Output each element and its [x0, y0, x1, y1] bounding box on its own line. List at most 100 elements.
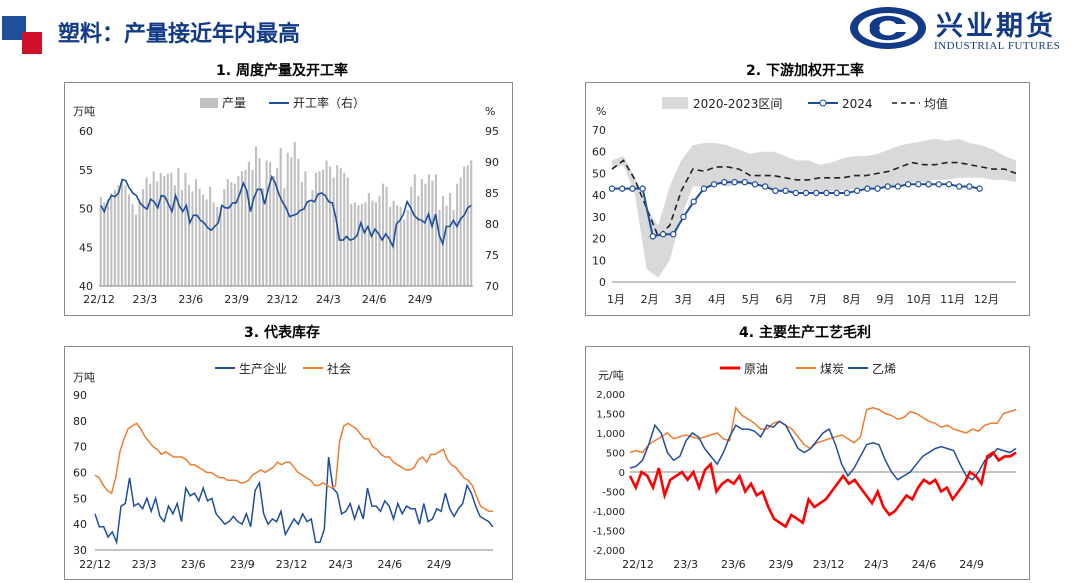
chart4-xtick-5: 24/3 — [864, 558, 889, 571]
chart1-bar — [332, 177, 335, 286]
chart2-point-2024 — [741, 178, 748, 186]
chart1-bar — [371, 200, 374, 286]
chart1-bar — [191, 191, 194, 286]
chart4-ytick-7: 1,500 — [596, 410, 625, 421]
chart1-bar — [321, 169, 325, 286]
chart1-svg: 万吨 % 40 45 50 55 60 70 75 80 85 90 95 22/12 23/3 23/6 23… — [73, 95, 499, 306]
chart1-legend-swatch-bar — [200, 98, 218, 108]
chart1-bar — [233, 183, 236, 286]
chart1-bar — [290, 157, 293, 286]
chart2-xtick-5: 6月 — [775, 293, 793, 306]
chart1-ytick-right-5: 95 — [485, 125, 499, 138]
chart2-point-2024 — [700, 185, 708, 192]
chart2-point-2024 — [853, 187, 861, 195]
chart4-ylabel: 元/吨 — [598, 369, 624, 382]
chart2-xtick-9: 10月 — [907, 293, 932, 306]
chart1-xtick-6: 24/6 — [362, 293, 387, 306]
chart2-point-2024 — [690, 198, 697, 205]
company-logo: 兴业期货 INDUSTRIAL FUTURES — [848, 4, 1080, 54]
chart2-point-2024 — [966, 183, 973, 190]
chart1-bar — [177, 168, 180, 286]
chart1-bar — [180, 189, 183, 286]
chart1-ytick-0: 40 — [79, 280, 93, 293]
chart2-point-2024 — [608, 185, 616, 192]
chart4-ytick-1: -1,500 — [593, 527, 625, 538]
chart2-xtick-8: 9月 — [876, 293, 894, 306]
chart2-xtick-11: 12月 — [974, 293, 999, 306]
chart1-bar — [219, 206, 222, 286]
chart2-point-2024 — [680, 213, 687, 221]
chart3-title: 3. 代表库存 — [244, 325, 320, 341]
chart1-bar — [297, 158, 300, 286]
chart2-point-2024 — [670, 231, 677, 238]
chart2-point-2024 — [874, 185, 881, 192]
logo-emblem-icon — [850, 7, 926, 49]
chart2-ytick-5: 50 — [592, 167, 606, 180]
logo-en: INDUSTRIAL FUTURES — [934, 40, 1061, 52]
chart1-bar — [413, 174, 416, 286]
chart1-xtick-5: 24/3 — [316, 293, 341, 306]
chart2-svg: % 0 10 20 30 40 50 60 70 1月 2月 3月 4月 5月 6月 7月 8月 9月 10月 11月… — [592, 96, 1017, 306]
chart2-ytick-2: 20 — [592, 233, 606, 246]
chart2-point-2024 — [721, 178, 728, 186]
chart4-title: 4. 主要生产工艺毛利 — [739, 325, 871, 341]
chart4-ytick-5: 500 — [606, 449, 625, 460]
chart1-bar — [142, 189, 145, 286]
chart1-bar — [452, 210, 455, 286]
chart1-bar — [304, 171, 307, 286]
chart1-bar — [187, 185, 191, 286]
chart2-point-2024 — [915, 181, 922, 188]
chart4-xtick-4: 23/12 — [813, 558, 845, 571]
chart1-bar — [272, 175, 275, 286]
chart1-bar — [230, 182, 233, 286]
chart2-point-2024 — [833, 189, 840, 197]
chart2-xtick-2: 3月 — [674, 293, 692, 306]
chart1-bar — [276, 168, 279, 286]
chart1-bar — [420, 179, 423, 286]
chart3-xtick-3: 23/9 — [230, 558, 255, 571]
chart2-ytick-6: 60 — [592, 146, 606, 159]
chart1-bar — [466, 165, 469, 286]
chart1-bar — [346, 177, 349, 286]
chart1-bar — [156, 181, 159, 286]
chart1-bar — [325, 160, 328, 286]
chart1-ylabel-right: % — [485, 105, 495, 118]
chart1-bar — [163, 175, 166, 286]
chart2-xtick-10: 11月 — [940, 293, 965, 306]
chart1-bar — [106, 199, 109, 286]
chart3-series-0 — [94, 456, 494, 546]
chart2-point-2024 — [935, 181, 942, 188]
chart3-ytick-1: 40 — [73, 518, 87, 531]
chart1-bar — [124, 185, 127, 286]
chart2-xtick-0: 1月 — [607, 293, 625, 306]
logo-cn: 兴业期货 — [936, 11, 1056, 42]
chart2-point-2024 — [782, 187, 789, 195]
chart3-svg: 万吨 30 40 50 60 70 80 90 22/12 23/3 23/6 23/9 23/12 24… — [73, 361, 494, 571]
chart1-ytick-right-0: 70 — [485, 280, 499, 293]
chart2-title: 2. 下游加权开工率 — [746, 63, 864, 79]
chart2-point-2024 — [843, 189, 851, 197]
chart1-title: 1. 周度产量及开工率 — [216, 63, 348, 79]
chart1-bar — [417, 196, 420, 286]
chart1-bar — [145, 177, 148, 286]
chart1-bar — [159, 172, 162, 286]
chart2-xtick-6: 7月 — [809, 293, 827, 306]
chart1-bar — [184, 172, 187, 286]
chart4-ytick-4: 0 — [619, 468, 625, 479]
chart3-ylabel: 万吨 — [73, 371, 95, 384]
chart1-bar — [463, 166, 466, 286]
chart1-bar — [170, 172, 173, 286]
chart2-point-2024 — [619, 185, 626, 192]
chart1-bar — [389, 206, 392, 286]
chart1-bar — [99, 196, 102, 286]
chart3-xtick-4: 23/12 — [276, 558, 308, 571]
chart2-point-2024 — [761, 183, 769, 190]
chart1-bar — [212, 202, 215, 286]
chart2-xtick-3: 4月 — [708, 293, 726, 306]
chart1-bar — [262, 188, 265, 286]
chart1-bar — [138, 200, 141, 286]
chart3-ytick-2: 50 — [73, 492, 87, 505]
chart1-bar — [403, 219, 406, 286]
chart1-bar — [205, 199, 208, 286]
chart2-frame: % 0 10 20 30 40 50 60 70 1月 2月 3月 4月 5月 6月 7月 8月 9月 10月 11月… — [585, 82, 1030, 316]
